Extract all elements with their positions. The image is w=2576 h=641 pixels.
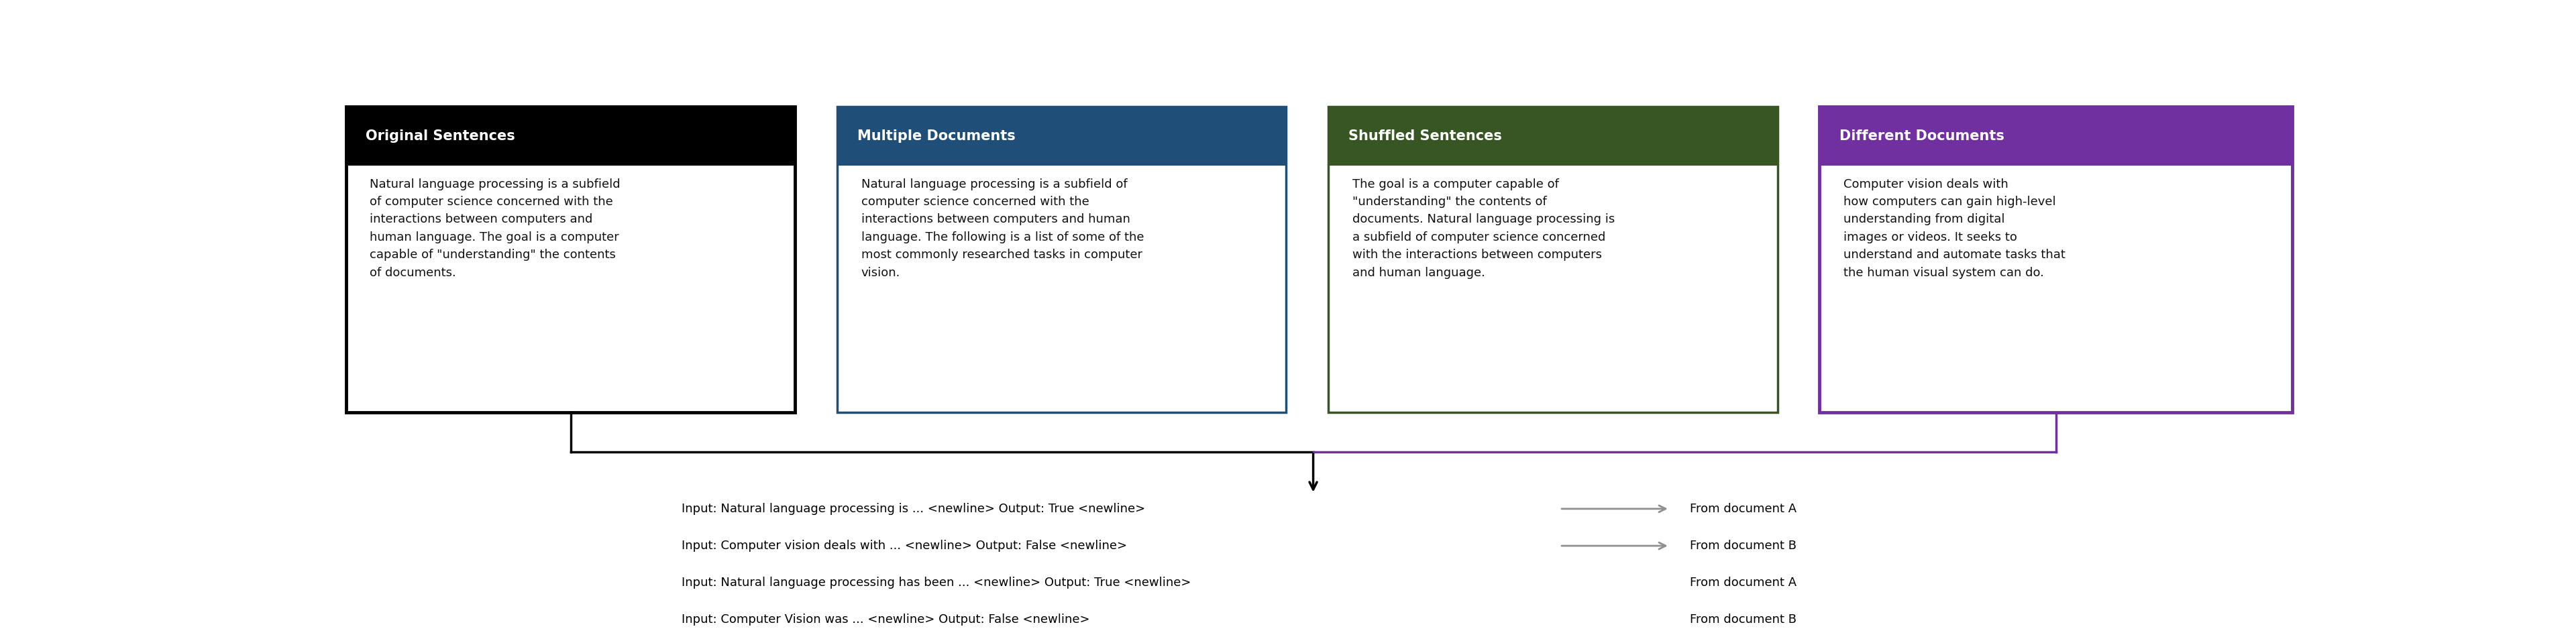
Text: From document A: From document A: [1690, 577, 1795, 589]
Text: Different Documents: Different Documents: [1839, 129, 2004, 143]
Text: From document B: From document B: [1690, 614, 1795, 626]
Text: Computer vision deals with
how computers can gain high-level
understanding from : Computer vision deals with how computers…: [1844, 178, 2066, 279]
Text: From document B: From document B: [1690, 540, 1795, 552]
Bar: [1819, 106, 2293, 413]
Bar: [837, 106, 1285, 166]
Bar: [1329, 106, 1777, 166]
Text: Input: Natural language processing is ... <newline> Output: True <newline>: Input: Natural language processing is ..…: [680, 503, 1144, 515]
Bar: [1329, 106, 1777, 413]
Bar: [345, 106, 796, 166]
Text: Input: Computer vision deals with ... <newline> Output: False <newline>: Input: Computer vision deals with ... <n…: [680, 540, 1126, 552]
Text: The goal is a computer capable of
"understanding" the contents of
documents. Nat: The goal is a computer capable of "under…: [1352, 178, 1615, 279]
Bar: [1819, 106, 2293, 166]
Text: Input: Natural language processing has been ... <newline> Output: True <newline>: Input: Natural language processing has b…: [680, 577, 1190, 589]
Bar: [837, 106, 1285, 413]
Text: Natural language processing is a subfield of
computer science concerned with the: Natural language processing is a subfiel…: [860, 178, 1144, 279]
Bar: [345, 106, 796, 413]
Text: Original Sentences: Original Sentences: [366, 129, 515, 143]
Text: Multiple Documents: Multiple Documents: [858, 129, 1015, 143]
Text: Input: Computer Vision was ... <newline> Output: False <newline>: Input: Computer Vision was ... <newline>…: [680, 614, 1090, 626]
Text: Natural language processing is a subfield
of computer science concerned with the: Natural language processing is a subfiel…: [371, 178, 621, 279]
Text: Shuffled Sentences: Shuffled Sentences: [1347, 129, 1502, 143]
Text: From document A: From document A: [1690, 503, 1795, 515]
